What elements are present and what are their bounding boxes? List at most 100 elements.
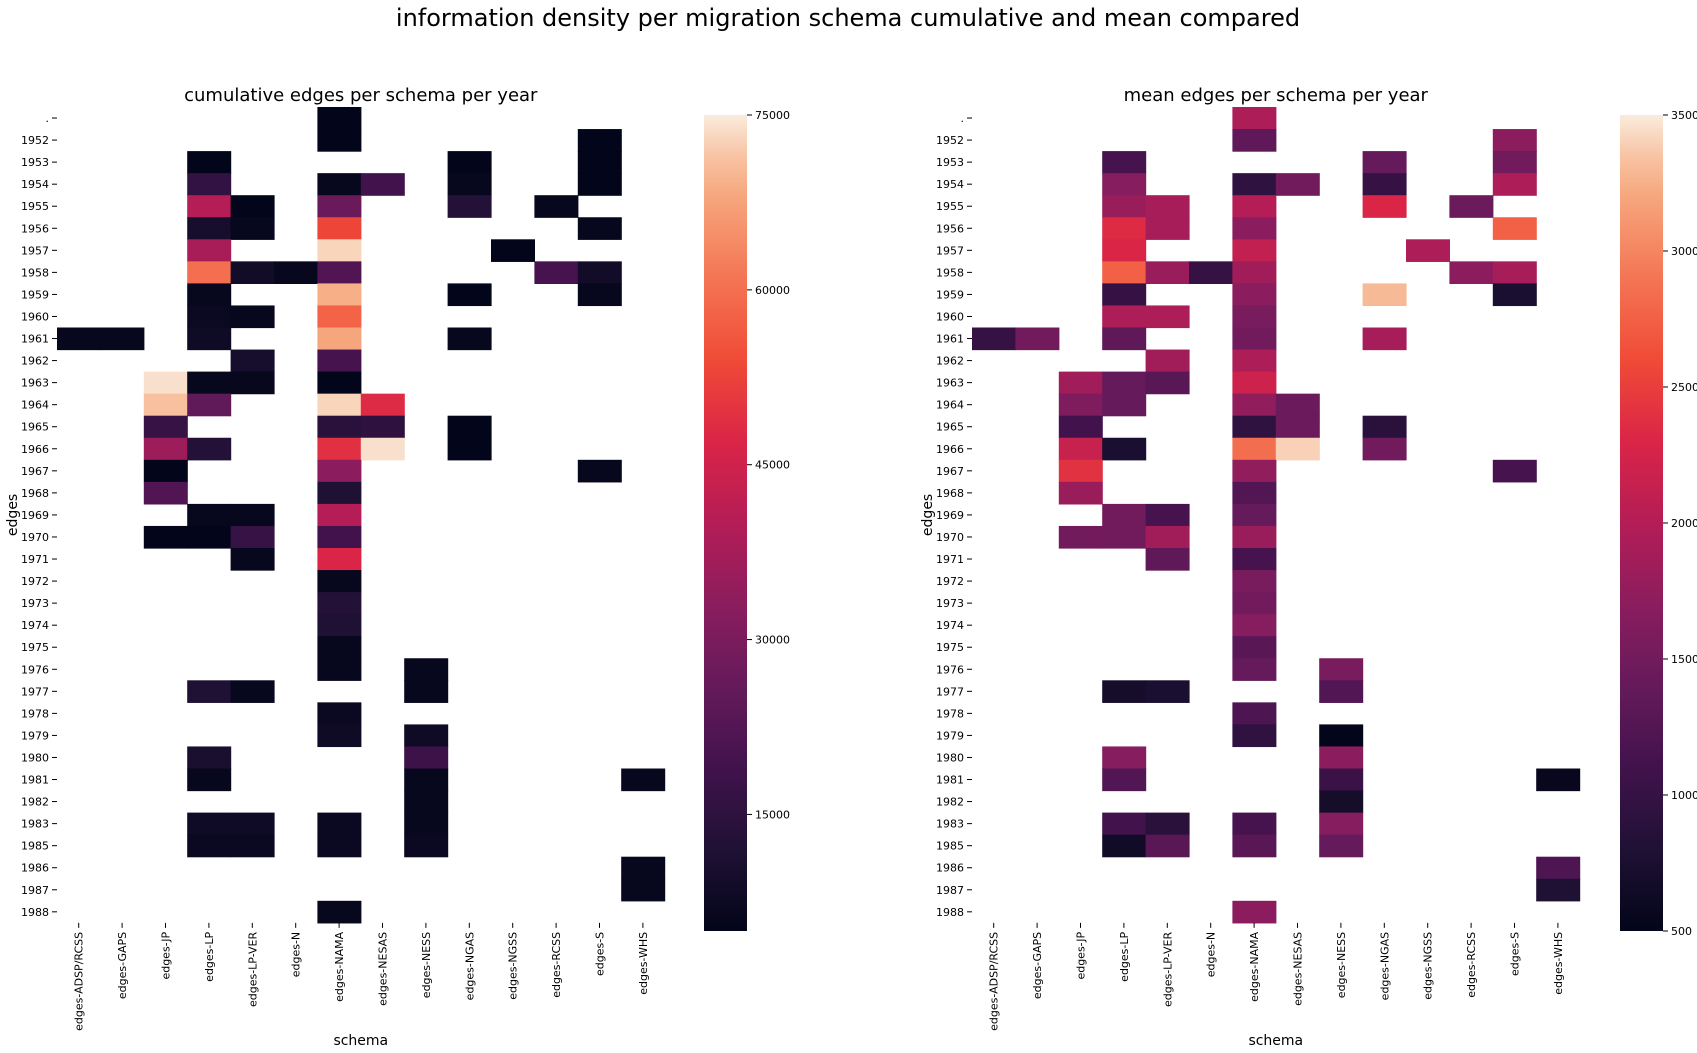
y-tick-label: 1953 [936, 156, 964, 169]
y-tick-label: 1955 [21, 200, 49, 213]
y-tick-label: 1978 [936, 707, 964, 720]
heatmap-cell [317, 812, 362, 836]
heatmap-cell [447, 283, 492, 307]
heatmap-cell [1102, 305, 1147, 329]
heatmap-cell [1102, 437, 1147, 461]
heatmap-cell [447, 173, 492, 196]
heatmap-cell [1362, 283, 1407, 307]
heatmap-cell [187, 217, 232, 240]
heatmap-cell [534, 261, 579, 284]
heatmap-cell [1232, 129, 1277, 152]
colorbar-tick-label: 60000 [755, 284, 790, 297]
y-tick-label: 1963 [936, 377, 964, 390]
heatmap-cell [317, 437, 362, 461]
colorbar-tick-label: 1000 [1671, 789, 1697, 802]
heatmap-cell [317, 195, 362, 218]
heatmap-cell [1145, 349, 1190, 373]
heatmap-cell [1102, 746, 1147, 770]
heatmap-cell [317, 503, 362, 527]
x-tick-label: edges-NGSS [507, 932, 520, 1000]
heatmap-cell [274, 261, 318, 284]
heatmap-cell [360, 437, 405, 461]
x-tick-label: edges-LP-VER [246, 932, 259, 1008]
x-tick-label: edges-NESS [1335, 932, 1348, 998]
x-tick-label: edges-LP [203, 931, 216, 981]
colorbar-tick-label: 15000 [755, 808, 790, 821]
heatmap-cell [404, 790, 449, 814]
heatmap-cell [1319, 834, 1364, 858]
heatmap-cell [317, 107, 362, 130]
heatmap-mean: mean edges per schema per year. 1952 1953 1… [920, 85, 1697, 1049]
y-tick-label: 1977 [936, 685, 964, 698]
heatmap-cell [1449, 261, 1494, 284]
heatmap-cell [1232, 371, 1277, 395]
heatmap-cell [1362, 195, 1407, 218]
heatmap-cell [230, 305, 275, 329]
y-tick-label: 1955 [936, 200, 964, 213]
heatmap-cell [491, 239, 535, 262]
y-tick-label: 1964 [21, 399, 49, 412]
heatmap-cell [577, 217, 622, 240]
heatmap-cell [230, 371, 275, 395]
heatmap-cell [1232, 173, 1277, 196]
heatmap-cell [577, 151, 622, 174]
heatmap-cell [230, 548, 275, 571]
heatmap-cell [187, 371, 232, 395]
heatmap-cell [1232, 283, 1277, 307]
y-tick-label: 1957 [21, 244, 49, 257]
heatmap-cell [1232, 614, 1277, 637]
heatmap-cell [1492, 459, 1537, 483]
heatmap-cell [1232, 592, 1277, 615]
heatmap-cumulative: cumulative edges per schema per year. 195… [5, 85, 790, 1049]
heatmap-cell [1102, 195, 1147, 218]
y-tick-label: 1979 [936, 729, 964, 742]
y-tick-label: 1986 [21, 862, 49, 875]
x-tick-label: edges-NAMA [1248, 931, 1261, 1001]
heatmap-cell [360, 173, 405, 196]
heatmap-cell [1232, 525, 1277, 549]
y-tick-label: 1977 [21, 685, 49, 698]
y-tick-label: 1965 [21, 421, 49, 434]
y-tick-label: 1976 [21, 663, 49, 676]
heatmap-cell [1058, 371, 1103, 395]
heatmap-cell [1145, 525, 1190, 549]
y-tick-label: 1962 [21, 355, 49, 368]
heatmap-cell [621, 878, 666, 902]
heatmap-cell [317, 900, 362, 924]
y-tick-label: 1956 [21, 222, 49, 235]
heatmap-cell [187, 834, 232, 858]
heatmap-cell [577, 173, 622, 196]
heatmap-cell [1102, 503, 1147, 527]
y-tick-label: 1985 [21, 840, 49, 853]
heatmap-cell [1232, 834, 1277, 858]
heatmap-cell [1145, 217, 1190, 240]
y-tick-label: 1957 [936, 244, 964, 257]
heatmap-cell [230, 680, 275, 703]
heatmap-cell [317, 283, 362, 307]
x-tick-label: edges-NESAS [1292, 932, 1305, 1006]
heatmap-cell [1058, 437, 1103, 461]
heatmap-cell [577, 283, 622, 307]
y-tick-label: 1975 [21, 641, 49, 654]
colorbar-tick-label: 3500 [1671, 109, 1697, 122]
heatmap-cell [447, 415, 492, 439]
heatmap-cell [187, 283, 232, 307]
y-tick-label: 1988 [21, 906, 49, 919]
y-axis-label: edges [5, 494, 21, 536]
heatmap-cell [1145, 503, 1190, 527]
x-tick-label: edges-GAPS [1031, 932, 1044, 999]
heatmap-cell [1232, 658, 1277, 681]
heatmap-cell [187, 437, 232, 461]
y-tick-label: 1971 [936, 553, 964, 566]
heatmap-cell [1102, 680, 1147, 703]
heatmap-cell [1058, 481, 1103, 505]
heatmap-cell [1492, 129, 1537, 152]
y-tick-label: 1978 [21, 707, 49, 720]
y-tick-label: 1969 [21, 509, 49, 522]
heatmap-cell [187, 503, 232, 527]
y-tick-label: 1979 [21, 729, 49, 742]
heatmap-cell [404, 680, 449, 703]
heatmap-cell [1492, 173, 1537, 196]
heatmap-cell [1492, 217, 1537, 240]
heatmap-cell [1189, 261, 1233, 284]
